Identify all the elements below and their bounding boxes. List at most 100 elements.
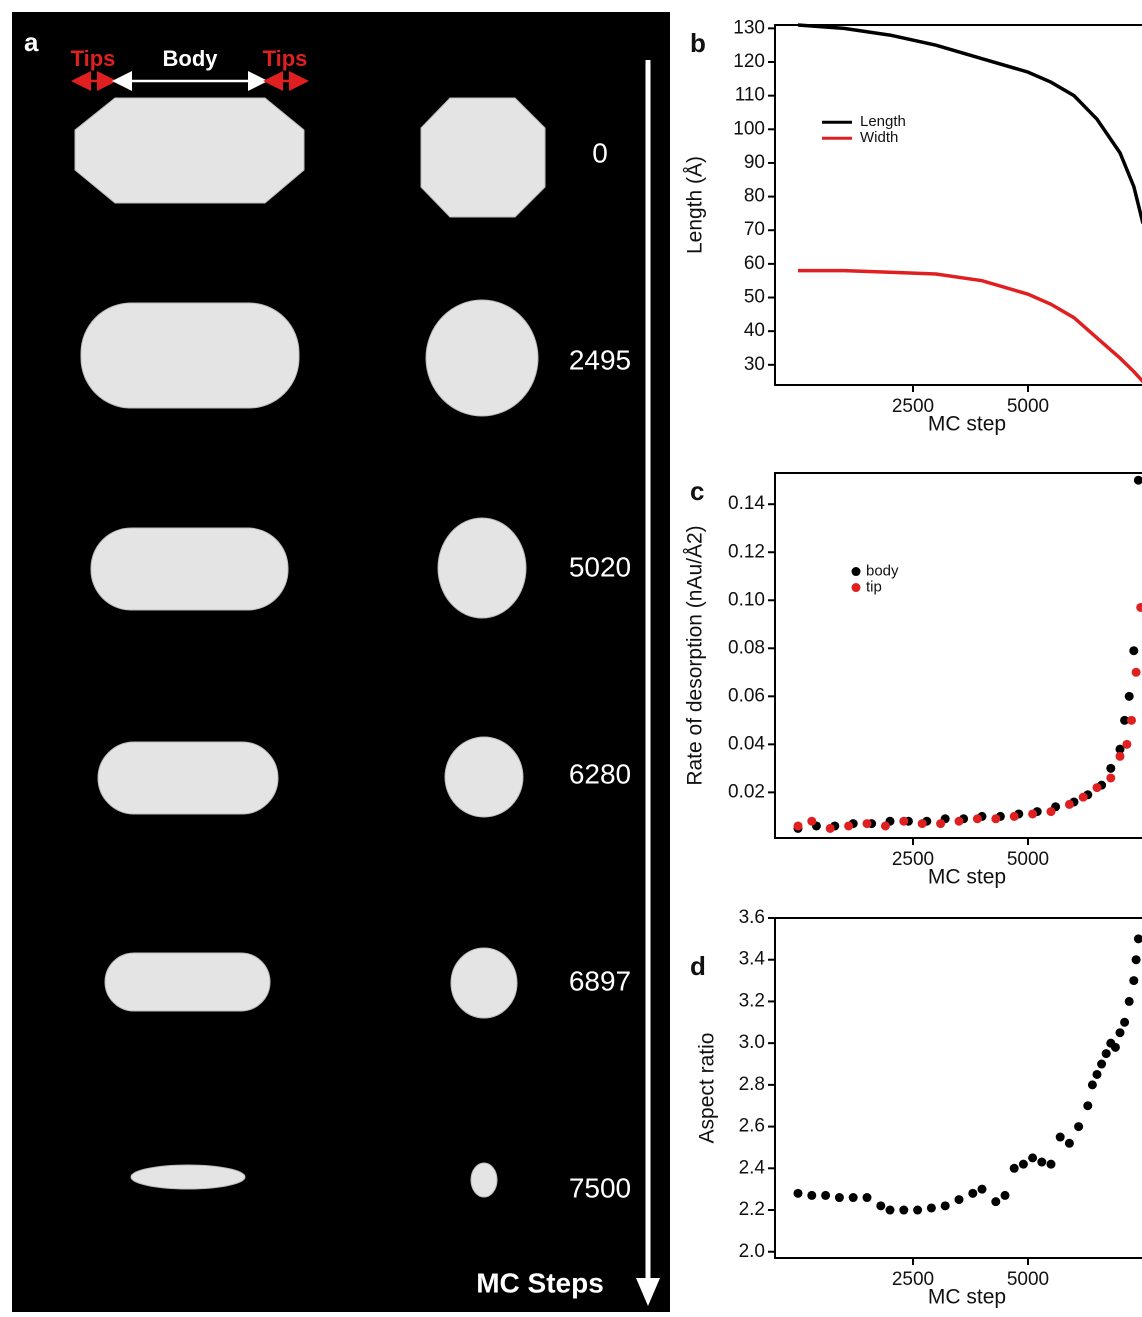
point xyxy=(1132,668,1141,677)
y-tick-label: 120 xyxy=(733,51,765,72)
y-tick-label: 3.4 xyxy=(739,949,766,970)
axis-frame xyxy=(775,918,1142,1258)
y-tick-label: 90 xyxy=(744,152,765,173)
y-tick-label: 30 xyxy=(744,354,765,375)
y-tick-label: 2.2 xyxy=(739,1199,765,1220)
point xyxy=(1132,955,1141,964)
legend-label: Length xyxy=(860,113,906,130)
point xyxy=(991,814,1000,823)
point xyxy=(936,819,945,828)
x-tick-label: 5000 xyxy=(1007,396,1049,417)
point xyxy=(1093,1070,1102,1079)
y-tick-label: 60 xyxy=(744,253,765,274)
point xyxy=(881,821,890,830)
point xyxy=(1001,1191,1010,1200)
y-tick-label: 2.8 xyxy=(739,1074,765,1095)
point xyxy=(1028,1153,1037,1162)
legend-swatch xyxy=(852,583,861,592)
y-tick-label: 3.6 xyxy=(739,907,765,928)
legend-label: Width xyxy=(860,129,898,146)
line xyxy=(798,25,1142,224)
y-tick-label: 0.12 xyxy=(728,541,765,562)
y-tick-label: 0.14 xyxy=(728,493,765,514)
y-tick-label: 2.0 xyxy=(739,1241,765,1262)
y-tick-label: 100 xyxy=(733,118,765,139)
y-tick-label: 0.06 xyxy=(728,685,765,706)
point xyxy=(807,817,816,826)
step-label: 6280 xyxy=(569,758,631,789)
point xyxy=(1065,800,1074,809)
point xyxy=(941,1201,950,1210)
point xyxy=(1037,1158,1046,1167)
y-tick-label: 130 xyxy=(733,17,765,38)
line xyxy=(798,271,1142,382)
point xyxy=(1074,1122,1083,1131)
point xyxy=(794,1189,803,1198)
y-tick-label: 0.10 xyxy=(728,589,765,610)
x-axis-title: MC step xyxy=(928,1286,1006,1309)
body-label: Body xyxy=(163,46,219,71)
point xyxy=(821,1191,830,1200)
point xyxy=(899,817,908,826)
point xyxy=(849,1193,858,1202)
step-label: 6897 xyxy=(569,965,631,996)
point xyxy=(1127,716,1136,725)
point xyxy=(955,817,964,826)
y-axis-title: Aspect ratio xyxy=(696,1033,719,1144)
y-tick-label: 70 xyxy=(744,219,765,240)
step-label: 5020 xyxy=(569,551,631,582)
point xyxy=(1106,764,1115,773)
y-tick-label: 40 xyxy=(744,320,765,341)
point xyxy=(1120,1018,1129,1027)
figure: a Tips Body Tips MC Steps 02495502062806… xyxy=(0,0,1142,1312)
point xyxy=(991,1197,1000,1206)
legend-label: body xyxy=(866,563,899,580)
point xyxy=(899,1206,908,1215)
point xyxy=(978,1185,987,1194)
y-tick-label: 110 xyxy=(735,85,765,106)
step-label: 0 xyxy=(592,137,608,168)
axis-label: MC Steps xyxy=(476,1267,604,1298)
point xyxy=(968,1189,977,1198)
point xyxy=(913,1206,922,1215)
point xyxy=(927,1203,936,1212)
tips-label: Tips xyxy=(71,46,116,71)
point xyxy=(1134,934,1142,943)
point xyxy=(1079,793,1088,802)
point xyxy=(863,819,872,828)
point xyxy=(826,824,835,833)
point xyxy=(1122,740,1131,749)
point xyxy=(1093,783,1102,792)
point xyxy=(1136,603,1142,612)
point xyxy=(1056,1133,1065,1142)
panel-label: b xyxy=(690,28,706,58)
point xyxy=(835,1193,844,1202)
point xyxy=(1116,1028,1125,1037)
y-tick-label: 50 xyxy=(744,287,765,308)
point xyxy=(1047,1160,1056,1169)
point xyxy=(1106,773,1115,782)
point xyxy=(1065,1139,1074,1148)
step-label: 2495 xyxy=(569,344,631,375)
x-tick-label: 5000 xyxy=(1007,849,1049,870)
x-tick-label: 5000 xyxy=(1007,1269,1049,1290)
point xyxy=(1129,646,1138,655)
point xyxy=(1129,976,1138,985)
point xyxy=(1134,476,1142,485)
legend-label: tip xyxy=(866,579,882,596)
y-tick-label: 3.2 xyxy=(739,990,765,1011)
point xyxy=(1088,1080,1097,1089)
point xyxy=(1125,997,1134,1006)
y-tick-label: 3.0 xyxy=(739,1032,765,1053)
point xyxy=(844,821,853,830)
point xyxy=(794,821,803,830)
legend-swatch xyxy=(852,567,861,576)
point xyxy=(1010,812,1019,821)
y-axis-title: Rate of desorption (nAu/Å2) xyxy=(684,525,707,785)
panel-label: c xyxy=(690,476,704,506)
point xyxy=(1111,1043,1120,1052)
point xyxy=(1019,1160,1028,1169)
y-tick-label: 80 xyxy=(744,186,765,207)
panel-label: d xyxy=(690,951,706,981)
y-tick-label: 2.4 xyxy=(739,1157,766,1178)
